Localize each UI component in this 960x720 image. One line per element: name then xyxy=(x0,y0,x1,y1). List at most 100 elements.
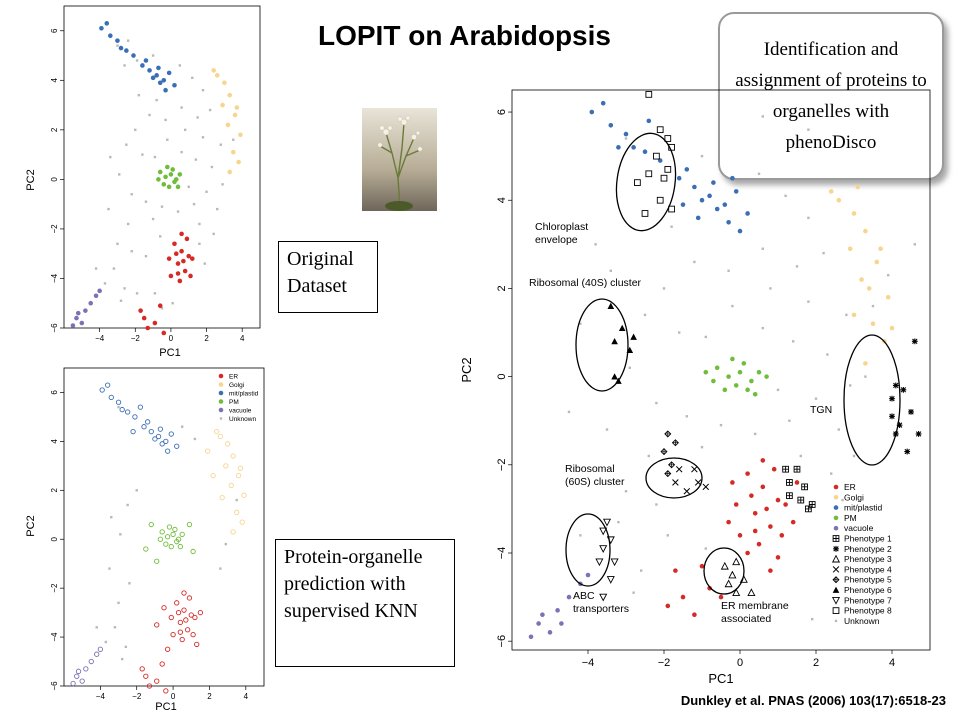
point-er xyxy=(177,629,184,635)
point-unknown xyxy=(144,200,148,203)
point-unknown xyxy=(784,194,787,198)
legend-label: Phenotype 7 xyxy=(844,595,892,605)
point-er xyxy=(760,458,766,463)
point-unknown xyxy=(830,472,833,475)
point-er xyxy=(699,563,705,569)
point-phenotype-1 xyxy=(786,479,793,486)
point-er xyxy=(665,603,671,609)
legend-marker-mit-plastid xyxy=(218,390,224,396)
point-golgi xyxy=(859,277,864,282)
point-unknown xyxy=(871,304,875,308)
point-golgi xyxy=(227,169,233,175)
legend-item-phenotype-8: Phenotype 8 xyxy=(832,606,892,616)
point-er xyxy=(188,273,193,279)
legend-item-phenotype-6: Phenotype 6 xyxy=(832,585,892,595)
point-unknown xyxy=(109,155,112,159)
point-pm xyxy=(154,558,160,564)
x-tick-label: −2 xyxy=(658,657,671,669)
point-phenotype-7 xyxy=(599,527,608,536)
point-phenotype-1 xyxy=(786,492,793,500)
point-golgi xyxy=(214,73,220,78)
citation: Dunkley et al. PNAS (2006) 103(17):6518-… xyxy=(680,693,946,708)
point-mit-plastid xyxy=(118,45,124,51)
point-golgi xyxy=(234,105,240,110)
point-pm xyxy=(730,356,735,362)
point-unknown xyxy=(166,138,169,141)
point-pm xyxy=(179,531,185,537)
y-tick-label: −6 xyxy=(50,323,59,333)
legend-item-phenotype-7: Phenotype 7 xyxy=(831,595,892,605)
point-mit-plastid xyxy=(137,404,144,410)
point-unknown xyxy=(814,397,818,400)
point-golgi xyxy=(222,80,227,86)
point-unknown xyxy=(666,534,669,537)
point-mit-plastid xyxy=(147,68,152,73)
point-golgi xyxy=(211,68,216,73)
point-unknown xyxy=(640,569,643,572)
x-tick-label: 4 xyxy=(240,334,245,343)
point-unknown xyxy=(837,428,840,431)
plot-original-ylabel: PC2 xyxy=(25,169,37,190)
plot-phenodisco-ellipses xyxy=(565,132,901,595)
legend-marker-vacuole xyxy=(833,525,839,531)
plot-phenodisco-annotations: Chloroplast envelope Ribosomal (40S) clus… xyxy=(529,221,832,625)
point-unknown xyxy=(176,210,180,213)
point-mit-plastid xyxy=(608,122,614,128)
annotation-ribosomal-40s: Ribosomal (40S) cluster xyxy=(529,277,642,289)
point-phenotype-1 xyxy=(782,465,789,473)
point-phenotype-3 xyxy=(732,588,741,597)
point-mit-plastid xyxy=(108,394,114,401)
point-unknown xyxy=(151,217,155,221)
legend-item-er: ER xyxy=(218,373,238,380)
point-golgi xyxy=(232,112,238,118)
point-unknown xyxy=(126,222,130,226)
point-golgi xyxy=(237,465,244,471)
point-golgi xyxy=(230,453,236,459)
point-phenotype-5 xyxy=(671,439,679,447)
point-unknown xyxy=(112,267,116,270)
point-mit-plastid xyxy=(642,149,648,155)
point-unknown xyxy=(731,304,734,308)
x-tick-label: −2 xyxy=(131,334,141,343)
legend-item-phenotype-1: Phenotype 1 xyxy=(832,533,892,543)
legend-item-mit-plastid: mit/plastid xyxy=(833,503,883,513)
point-er xyxy=(775,555,781,560)
point-phenotype-5 xyxy=(668,461,676,469)
point-mit-plastid xyxy=(140,63,145,68)
point-er xyxy=(138,308,143,313)
point-unknown xyxy=(795,265,799,268)
point-mit-plastid xyxy=(676,175,682,181)
arabidopsis-photo xyxy=(362,108,437,211)
point-unknown xyxy=(116,44,119,47)
point-er xyxy=(175,261,181,266)
point-unknown xyxy=(153,155,157,159)
point-mit-plastid xyxy=(714,206,720,212)
y-tick-label: −6 xyxy=(496,635,508,648)
point-mit-plastid xyxy=(143,58,149,63)
point-unknown xyxy=(852,454,856,458)
point-golgi xyxy=(214,428,220,435)
point-phenotype-1 xyxy=(808,501,816,508)
point-vacuole xyxy=(97,288,102,294)
plot-phenodisco-yticks: −6 −4 −2 0 2 4 6 xyxy=(496,109,512,647)
point-unknown xyxy=(224,542,228,546)
point-mit-plastid xyxy=(161,78,167,83)
point-unknown xyxy=(822,251,825,255)
point-unknown xyxy=(632,591,635,594)
point-phenotype-2 xyxy=(911,338,918,345)
point-unknown xyxy=(103,282,107,285)
point-unknown xyxy=(700,154,704,158)
point-unknown xyxy=(201,136,205,139)
plot-phenodisco-ylabel: PC2 xyxy=(459,357,474,382)
point-unknown xyxy=(196,116,199,119)
point-unknown xyxy=(221,183,224,186)
x-tick-label: −4 xyxy=(582,657,595,669)
point-pm xyxy=(175,184,181,190)
plot-knn-yticks: −6 −4 −2 0 2 4 6 xyxy=(50,390,64,691)
point-pm xyxy=(726,374,731,379)
legend-item-golgi: Golgi xyxy=(833,492,864,502)
point-mit-plastid xyxy=(168,431,174,437)
y-tick-label: 6 xyxy=(50,28,59,33)
point-phenotype-8 xyxy=(653,152,660,160)
point-er xyxy=(733,502,739,507)
